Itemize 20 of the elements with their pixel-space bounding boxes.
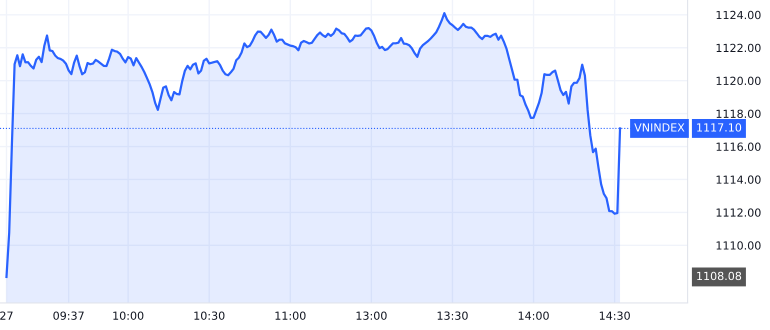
x-tick-label: 11:00 — [276, 311, 306, 320]
x-tick-label: 14:00 — [518, 311, 549, 320]
ref-line-label: 1117.10 — [697, 123, 742, 132]
y-tick-label: 1118.00 — [716, 110, 761, 118]
x-tick-label: 14:30 — [600, 311, 630, 320]
x-tick-label: 13:30 — [438, 311, 468, 320]
x-tick-label: 27 — [0, 311, 13, 320]
x-tick-label: 10:00 — [113, 311, 144, 320]
y-tick-label: 1122.00 — [716, 44, 761, 52]
y-tick-label: 1114.00 — [716, 175, 761, 184]
y-tick-label: 1120.00 — [716, 76, 761, 86]
y-tick-label: 1112.00 — [716, 208, 761, 217]
y-tick-label: 1110.00 — [716, 241, 761, 250]
x-tick-label: 09:37 — [53, 311, 84, 320]
x-tick-label: 13:00 — [356, 311, 387, 320]
x-tick-label: 10:30 — [194, 311, 224, 320]
y-tick-label: 1116.00 — [716, 142, 761, 151]
legend-label: VNINDEX — [634, 123, 684, 132]
text: 1108.08 — [697, 272, 742, 280]
y-tick-label: 1124.00 — [716, 10, 761, 20]
